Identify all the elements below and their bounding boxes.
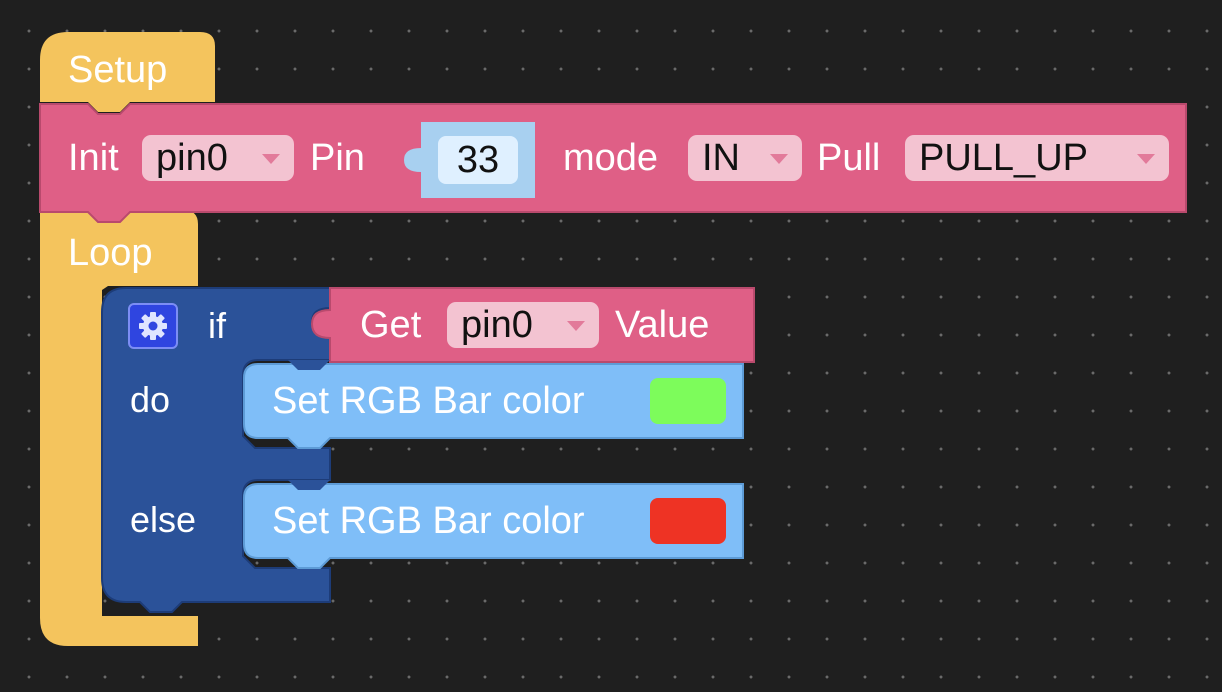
pin-number-field[interactable]: 33 <box>438 136 518 184</box>
pin-variable-dropdown[interactable]: pin0 <box>142 135 294 181</box>
if-label: if <box>208 305 226 346</box>
gear-icon <box>139 312 167 340</box>
if-block-notch-do <box>258 360 330 370</box>
mode-value: IN <box>702 137 740 179</box>
do-label: do <box>130 379 171 420</box>
get-pin-dropdown[interactable]: pin0 <box>447 302 599 348</box>
setup-label: Setup <box>68 49 168 91</box>
pull-value: PULL_UP <box>919 137 1088 179</box>
if-block-notch-else <box>258 480 330 490</box>
init-label: Init <box>68 137 119 179</box>
mode-label: mode <box>563 137 659 179</box>
pull-dropdown[interactable]: PULL_UP <box>905 135 1169 181</box>
color-swatch-red[interactable] <box>650 498 726 544</box>
chevron-down-icon <box>770 154 788 164</box>
mutator-button[interactable] <box>128 303 178 349</box>
set-rgb-do-label: Set RGB Bar color <box>272 380 585 422</box>
chevron-down-icon <box>1137 154 1155 164</box>
pin-label: Pin <box>310 137 365 179</box>
mode-dropdown[interactable]: IN <box>688 135 802 181</box>
chevron-down-icon <box>262 154 280 164</box>
init-pin-block[interactable] <box>39 103 1187 223</box>
set-rgb-else-block[interactable] <box>243 483 744 569</box>
else-label: else <box>130 499 197 540</box>
set-rgb-else-label: Set RGB Bar color <box>272 500 585 542</box>
pin-variable-value: pin0 <box>156 137 228 179</box>
loop-label: Loop <box>68 232 153 274</box>
color-swatch-green[interactable] <box>650 378 726 424</box>
get-label: Get <box>360 304 422 346</box>
chevron-down-icon <box>567 321 585 331</box>
value-label: Value <box>615 304 710 346</box>
pull-label: Pull <box>817 137 881 179</box>
set-rgb-do-block[interactable] <box>243 363 744 449</box>
setup-loop-block[interactable] <box>40 32 215 646</box>
get-pin-value: pin0 <box>461 304 533 346</box>
